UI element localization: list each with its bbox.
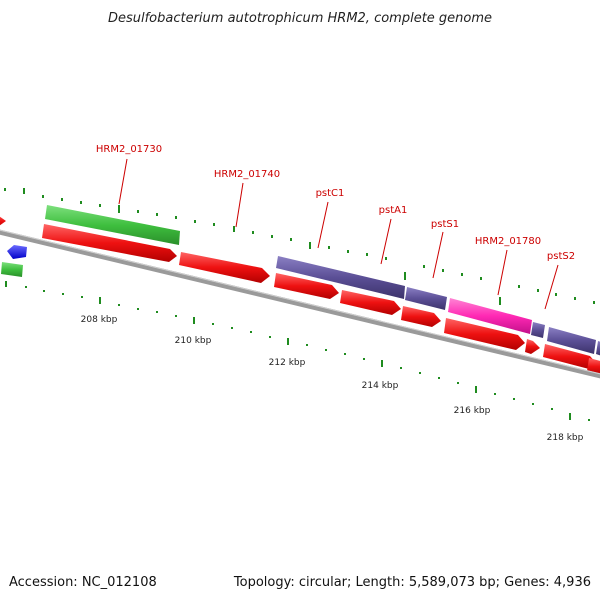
- gene-arrow[interactable]: [0, 214, 6, 228]
- gene-label-leaders: [118, 158, 559, 310]
- gene-label-psts2[interactable]: pstS2: [547, 251, 575, 262]
- scale-label: 208 kbp: [81, 315, 118, 325]
- gene-labels: HRM2_01730 HRM2_01740 pstC1 pstA1 pstS1 …: [96, 144, 575, 262]
- gene-arrow[interactable]: [543, 344, 597, 369]
- scale-label: 216 kbp: [454, 406, 491, 416]
- gene-arrow[interactable]: [531, 322, 545, 338]
- gene-arrow[interactable]: [340, 290, 401, 315]
- gene-arrow[interactable]: [45, 205, 180, 245]
- reverse-track: [42, 224, 600, 375]
- gene-arrow[interactable]: [401, 306, 441, 327]
- gene-arrow[interactable]: [179, 252, 270, 283]
- gene-arrow[interactable]: [7, 245, 27, 259]
- forward-track: [0, 205, 600, 356]
- gene-arrow[interactable]: [42, 224, 177, 262]
- scale-tick-ring: [5, 281, 590, 421]
- gene-arrow[interactable]: [547, 327, 596, 354]
- scale-label: 218 kbp: [547, 433, 584, 443]
- scale-labels: 208 kbp 210 kbp 212 kbp 214 kbp 216 kbp …: [81, 315, 584, 443]
- gene-arrow[interactable]: [444, 318, 525, 350]
- gene-label-hrm2-01780[interactable]: HRM2_01780: [475, 236, 541, 247]
- gene-arrow[interactable]: [448, 298, 532, 334]
- genome-info-text: Topology: circular; Length: 5,589,073 bp…: [233, 575, 591, 590]
- scale-label: 212 kbp: [269, 358, 306, 368]
- gene-arrow[interactable]: [274, 273, 339, 299]
- gene-arrow[interactable]: [276, 256, 405, 299]
- gene-label-psta1[interactable]: pstA1: [379, 205, 408, 216]
- gene-arrow[interactable]: [525, 339, 540, 354]
- gene-label-hrm2-01740[interactable]: HRM2_01740: [214, 169, 280, 180]
- outer-tick-ring: [4, 188, 595, 305]
- gene-arrow[interactable]: [405, 287, 447, 310]
- accession-text: Accession: NC_012108: [9, 575, 157, 590]
- gene-label-hrm2-01730[interactable]: HRM2_01730: [96, 144, 162, 155]
- gene-arrow[interactable]: [587, 358, 600, 375]
- map-title: Desulfobacterium autotrophicum HRM2, com…: [108, 11, 492, 26]
- scale-label: 210 kbp: [175, 336, 212, 346]
- genome-backbone: [0, 229, 600, 379]
- gene-arrow[interactable]: [596, 341, 600, 356]
- gene-label-psts1[interactable]: pstS1: [431, 219, 459, 230]
- gene-label-pstc1[interactable]: pstC1: [316, 188, 345, 199]
- scale-label: 214 kbp: [362, 381, 399, 391]
- gene-arrow[interactable]: [1, 262, 23, 277]
